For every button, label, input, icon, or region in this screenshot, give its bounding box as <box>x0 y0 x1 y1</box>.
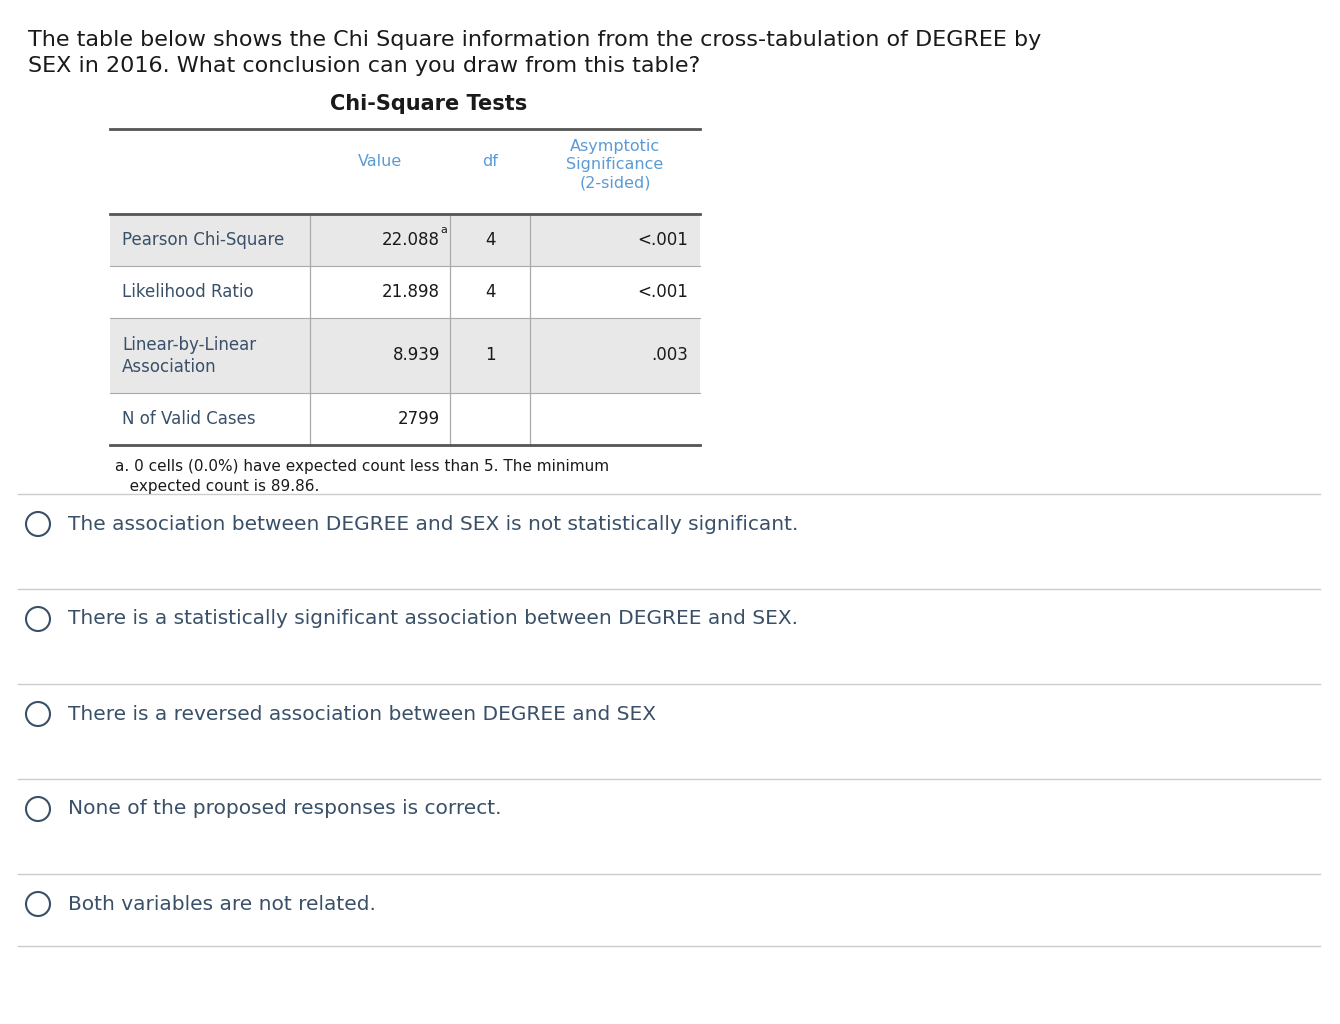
Text: None of the proposed responses is correct.: None of the proposed responses is correc… <box>68 800 501 818</box>
Text: The association between DEGREE and SEX is not statistically significant.: The association between DEGREE and SEX i… <box>68 514 799 534</box>
Text: a: a <box>440 225 446 234</box>
Text: There is a reversed association between DEGREE and SEX: There is a reversed association between … <box>68 705 657 724</box>
Text: df: df <box>482 154 498 169</box>
Text: <.001: <.001 <box>636 231 687 249</box>
Text: Likelihood Ratio: Likelihood Ratio <box>122 283 253 301</box>
Text: 4: 4 <box>485 283 496 301</box>
Text: The table below shows the Chi Square information from the cross-tabulation of DE: The table below shows the Chi Square inf… <box>28 30 1041 50</box>
Text: There is a statistically significant association between DEGREE and SEX.: There is a statistically significant ass… <box>68 609 799 629</box>
Text: SEX in 2016. What conclusion can you draw from this table?: SEX in 2016. What conclusion can you dra… <box>28 56 701 76</box>
Text: Association: Association <box>122 358 217 377</box>
Text: 21.898: 21.898 <box>382 283 440 301</box>
Text: a. 0 cells (0.0%) have expected count less than 5. The minimum: a. 0 cells (0.0%) have expected count le… <box>115 459 610 474</box>
Text: Pearson Chi-Square: Pearson Chi-Square <box>122 231 284 249</box>
Text: Linear-by-Linear: Linear-by-Linear <box>122 337 256 354</box>
Text: Significance: Significance <box>567 157 663 172</box>
Bar <box>110 318 699 393</box>
Text: Both variables are not related.: Both variables are not related. <box>68 895 377 913</box>
Text: <.001: <.001 <box>636 283 687 301</box>
Bar <box>110 214 699 266</box>
Text: Value: Value <box>358 154 402 169</box>
Text: .003: .003 <box>651 346 687 365</box>
Text: 2799: 2799 <box>398 410 440 428</box>
Text: 8.939: 8.939 <box>393 346 440 365</box>
Text: expected count is 89.86.: expected count is 89.86. <box>115 479 319 494</box>
Bar <box>110 393 699 445</box>
Bar <box>110 266 699 318</box>
Text: (2-sided): (2-sided) <box>579 175 651 190</box>
Text: 4: 4 <box>485 231 496 249</box>
Text: 22.088: 22.088 <box>382 231 440 249</box>
Text: N of Valid Cases: N of Valid Cases <box>122 410 256 428</box>
Text: 1: 1 <box>485 346 496 365</box>
Text: Chi-Square Tests: Chi-Square Tests <box>330 94 527 114</box>
Text: Asymptotic: Asymptotic <box>570 139 661 154</box>
